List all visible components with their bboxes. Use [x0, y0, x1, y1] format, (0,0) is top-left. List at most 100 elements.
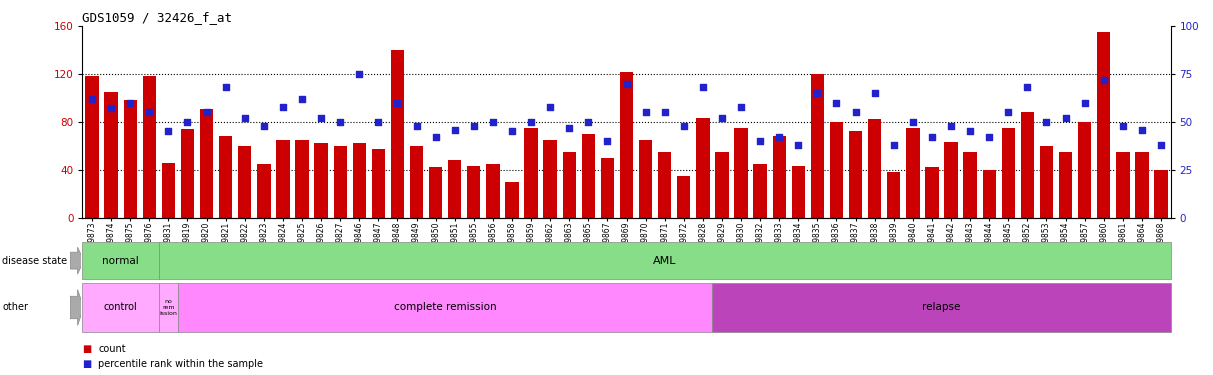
Point: [712, 115, 731, 121]
Bar: [696, 118, 710, 218]
Point: [178, 119, 198, 125]
Point: [445, 126, 465, 132]
Bar: [543, 140, 557, 218]
Bar: [983, 170, 996, 217]
Point: [349, 71, 369, 77]
Bar: [677, 176, 690, 217]
Bar: [1097, 32, 1110, 218]
Bar: [1155, 170, 1168, 217]
Point: [845, 110, 865, 116]
Bar: [945, 142, 958, 218]
Text: disease state: disease state: [2, 256, 68, 266]
Bar: [448, 160, 461, 218]
Bar: [563, 152, 576, 217]
Bar: [1078, 122, 1092, 218]
Bar: [124, 100, 137, 218]
Bar: [582, 134, 596, 218]
Bar: [159, 283, 178, 332]
Point: [904, 119, 923, 125]
Bar: [85, 76, 98, 218]
Bar: [1059, 152, 1072, 217]
Point: [788, 142, 808, 148]
Point: [235, 115, 255, 121]
Point: [102, 105, 121, 111]
Bar: [486, 164, 500, 218]
FancyArrow shape: [70, 290, 84, 326]
Text: normal: normal: [102, 256, 139, 266]
Text: count: count: [98, 344, 126, 354]
FancyArrow shape: [70, 247, 84, 274]
Point: [1037, 119, 1057, 125]
Text: AML: AML: [653, 256, 677, 266]
Text: ■: ■: [82, 344, 92, 354]
Point: [865, 90, 884, 96]
Point: [1151, 142, 1171, 148]
Point: [961, 128, 980, 135]
Point: [255, 123, 274, 129]
Bar: [792, 166, 805, 218]
Bar: [104, 92, 118, 218]
Bar: [869, 120, 882, 218]
Point: [369, 119, 388, 125]
Bar: [716, 152, 729, 217]
Bar: [257, 164, 270, 218]
Point: [941, 123, 961, 129]
Bar: [830, 122, 843, 218]
Bar: [773, 136, 786, 218]
Bar: [334, 146, 347, 218]
Bar: [178, 283, 712, 332]
Point: [674, 123, 694, 129]
Point: [312, 115, 331, 121]
Point: [139, 110, 159, 116]
Point: [827, 100, 847, 106]
Point: [922, 134, 941, 140]
Bar: [82, 242, 159, 279]
Bar: [143, 76, 156, 218]
Point: [1114, 123, 1133, 129]
Point: [465, 123, 484, 129]
Point: [636, 110, 655, 116]
Point: [693, 84, 712, 90]
Bar: [467, 166, 480, 218]
Point: [998, 110, 1018, 116]
Text: relapse: relapse: [922, 303, 961, 312]
Bar: [906, 128, 919, 218]
Bar: [277, 140, 290, 218]
Point: [388, 100, 408, 106]
Bar: [887, 172, 900, 217]
Bar: [620, 72, 633, 217]
Bar: [371, 149, 385, 217]
Point: [1055, 115, 1075, 121]
Point: [426, 134, 445, 140]
Point: [1018, 84, 1037, 90]
Text: GDS1059 / 32426_f_at: GDS1059 / 32426_f_at: [82, 11, 233, 24]
Point: [406, 123, 426, 129]
Bar: [1002, 128, 1015, 218]
Point: [559, 124, 579, 130]
Bar: [963, 152, 976, 217]
Point: [731, 104, 751, 110]
Bar: [734, 128, 747, 218]
Bar: [639, 140, 653, 218]
Text: percentile rank within the sample: percentile rank within the sample: [98, 359, 263, 369]
Point: [541, 104, 560, 110]
Point: [1075, 100, 1094, 106]
Bar: [181, 129, 194, 218]
Text: ■: ■: [82, 359, 92, 369]
Bar: [1040, 146, 1053, 218]
Point: [502, 128, 522, 135]
Point: [751, 138, 770, 144]
Bar: [429, 167, 443, 217]
Point: [292, 96, 312, 102]
Point: [1094, 77, 1114, 83]
Bar: [391, 50, 404, 217]
Point: [82, 96, 102, 102]
Bar: [1135, 152, 1149, 217]
Point: [120, 100, 139, 106]
Bar: [657, 152, 671, 217]
Bar: [926, 167, 939, 217]
Point: [579, 119, 598, 125]
Point: [808, 90, 827, 96]
Bar: [506, 182, 519, 218]
Bar: [524, 128, 537, 218]
